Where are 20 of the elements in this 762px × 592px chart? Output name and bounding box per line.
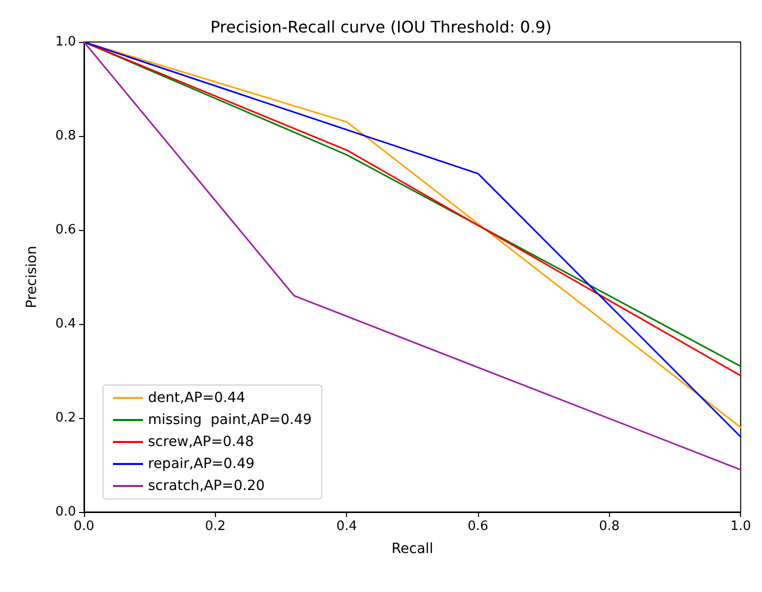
x-axis-title: Recall — [391, 541, 434, 557]
legend-label: missing paint,AP=0.49 — [148, 412, 312, 428]
y-tick-label: 1.0 — [55, 34, 76, 50]
y-tick-label: 0.8 — [55, 128, 76, 144]
legend-label: repair,AP=0.49 — [148, 456, 255, 472]
x-tick-label: 0.6 — [468, 519, 488, 534]
y-tick-label: 0.6 — [55, 222, 76, 238]
x-tick-label: 0.4 — [336, 519, 358, 534]
chart-title: Precision-Recall curve (IOU Threshold: 0.9) — [210, 18, 552, 36]
y-tick-label: 0.4 — [55, 316, 76, 332]
legend-label: scratch,AP=0.20 — [148, 478, 265, 494]
y-axis-title: Precision — [24, 246, 40, 308]
x-tick-label: 0.0 — [74, 519, 94, 534]
y-tick-label: 0.2 — [55, 410, 76, 426]
x-tick-label: 1.0 — [730, 519, 752, 534]
x-tick-label: 0.2 — [204, 519, 226, 534]
y-tick-label: 0.0 — [55, 504, 76, 520]
legend-label: screw,AP=0.48 — [148, 434, 254, 450]
x-tick-label: 0.8 — [598, 519, 620, 534]
legend-label: dent,AP=0.44 — [148, 390, 246, 406]
